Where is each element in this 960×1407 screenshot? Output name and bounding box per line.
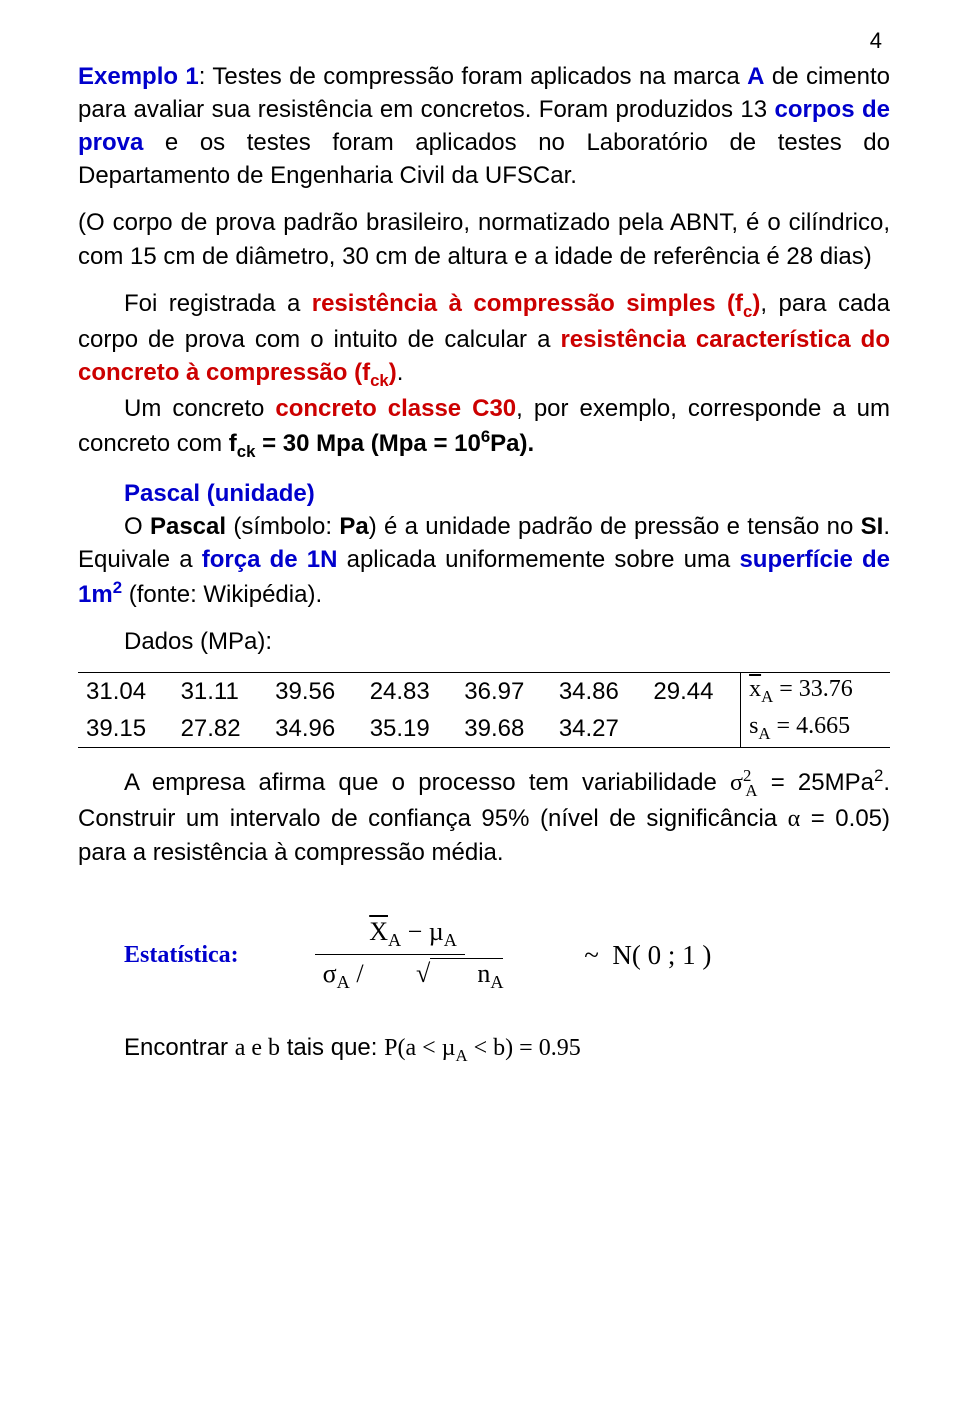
paragraph-2: (O corpo de prova padrão brasileiro, nor… [78,206,890,272]
forca-1n: força de 1N [202,546,338,573]
fck: fck = 30 Mpa (Mpa = 106Pa). [229,430,534,457]
data-cell: 34.86 [551,673,646,710]
data-cell: 24.83 [362,673,457,710]
text: (símbolo: [226,513,339,540]
alpha: α [788,806,801,832]
text: (fonte: Wikipédia). [122,581,322,608]
data-cell: 34.96 [267,710,362,747]
text: O [124,513,150,540]
a-and-b: a e b [235,1035,280,1061]
data-table-wrapper: 31.04 31.11 39.56 24.83 36.97 34.86 29.4… [78,672,890,748]
exemplo-label: Exemplo 1 [78,63,199,90]
data-cell: 39.15 [78,710,173,747]
text: e os testes foram aplicados no Laboratór… [78,129,890,189]
paragraph-5: O Pascal (símbolo: Pa) é a unidade padrã… [78,510,890,611]
estatistica-formula: Estatística: XA − µA σA / nA ~ N( 0 ; 1 … [78,917,890,993]
resistencia-simples: resistência à compressão simples (fc) [312,290,761,317]
page-number: 4 [870,28,882,54]
text: . [397,359,404,386]
text: Foi registrada a [124,290,312,317]
paragraph-1: Exemplo 1: Testes de compressão foram ap… [78,60,890,192]
text: A empresa afirma que o processo tem vari… [124,769,730,796]
data-cell: 39.56 [267,673,362,710]
data-table: 31.04 31.11 39.56 24.83 36.97 34.86 29.4… [78,672,890,748]
text: Encontrar [124,1034,235,1061]
text: aplicada uniformemente sobre uma [337,546,739,573]
pascal: Pascal [150,513,226,540]
data-cell: 31.04 [78,673,173,710]
sigma-squared: σ2A [730,770,757,796]
pascal-title: Pascal (unidade) [78,477,890,510]
text: tais que: [280,1034,384,1061]
paragraph-4: Um concreto concreto classe C30, por exe… [78,392,890,463]
final-line: Encontrar a e b tais que: P(a < µA < b) … [78,1031,890,1067]
text: ) é a unidade padrão de pressão e tensão… [369,513,861,540]
numerator: XA − µA [315,917,465,955]
paragraph-3: Foi registrada a resistência à compressã… [78,287,890,392]
data-cell: 31.11 [173,673,268,710]
squared: 2 [874,766,883,785]
paragraph-6: A empresa afirma que o processo tem vari… [78,764,890,869]
data-cell: 29.44 [645,673,740,710]
denominator: σA / nA [269,955,512,993]
si: SI [861,513,884,540]
data-cell: 35.19 [362,710,457,747]
data-cell: 39.68 [456,710,551,747]
xbar-cell: xA = 33.76 [741,673,890,710]
probability-expr: P(a < µA < b) = 0.95 [384,1035,581,1061]
data-cell: 27.82 [173,710,268,747]
distribution: ~ N( 0 ; 1 ) [531,940,711,971]
marca-a: A [747,63,764,90]
data-cell [645,710,740,747]
document-body: Exemplo 1: Testes de compressão foram ap… [78,60,890,1067]
fraction: XA − µA σA / nA [269,917,512,993]
estatistica-label: Estatística: [78,942,239,969]
table-row: 39.15 27.82 34.96 35.19 39.68 34.27 sA =… [78,710,890,747]
sa-cell: sA = 4.665 [741,710,890,747]
text: Um concreto [124,395,275,422]
table-row: 31.04 31.11 39.56 24.83 36.97 34.86 29.4… [78,673,890,710]
data-cell: 36.97 [456,673,551,710]
pa-symbol: Pa [339,513,368,540]
text: = 25MPa [757,769,874,796]
data-cell: 34.27 [551,710,646,747]
dados-label: Dados (MPa): [78,625,890,658]
classe-c30: concreto classe C30 [275,395,516,422]
text: : Testes de compressão foram aplicados n… [199,63,747,90]
